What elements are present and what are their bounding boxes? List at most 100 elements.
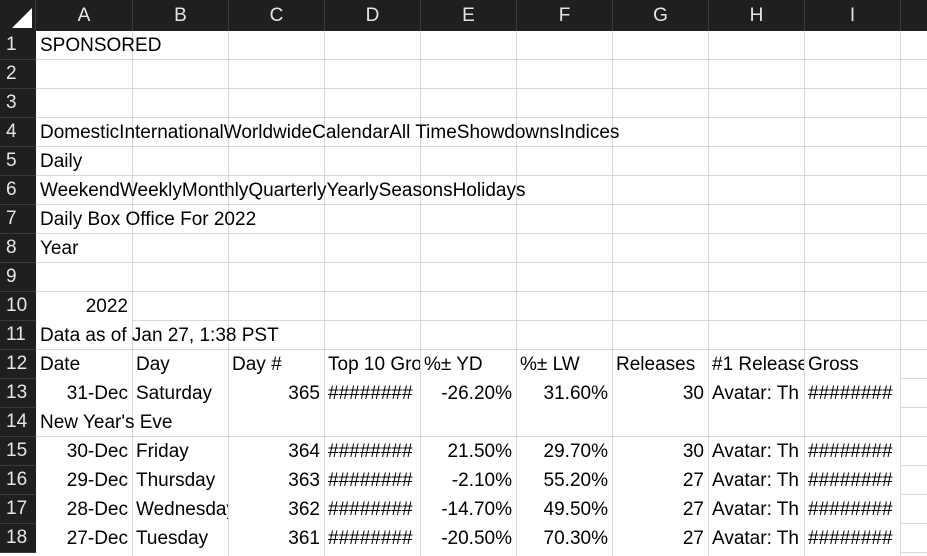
row-header-8[interactable]: 8 bbox=[0, 234, 36, 263]
cell-date[interactable]: 31-Dec bbox=[37, 379, 132, 408]
column-header-b[interactable]: B bbox=[133, 0, 229, 31]
cell-gross[interactable]: ######## bbox=[805, 437, 900, 466]
gridline bbox=[228, 31, 229, 556]
cell-number1-release[interactable]: Avatar: Th bbox=[709, 466, 804, 495]
gridline bbox=[36, 349, 927, 350]
row-header-7[interactable]: 7 bbox=[0, 205, 36, 234]
gridline bbox=[36, 88, 927, 89]
cell-pct-yd[interactable]: -20.50% bbox=[421, 524, 516, 553]
cell-pct-lw[interactable]: 55.20% bbox=[517, 466, 612, 495]
cell-pct-lw[interactable]: 49.50% bbox=[517, 495, 612, 524]
cell-number1-release[interactable]: Avatar: Th bbox=[709, 524, 804, 553]
cell-date[interactable]: 29-Dec bbox=[37, 466, 132, 495]
cell-pct-yd[interactable]: 21.50% bbox=[421, 437, 516, 466]
column-header-h[interactable]: H bbox=[709, 0, 805, 31]
header-pct-yd[interactable]: %± YD bbox=[421, 350, 516, 379]
cell-top10-gross[interactable]: ######## bbox=[325, 379, 420, 408]
cell-day-number[interactable]: 363 bbox=[229, 466, 324, 495]
column-header-g[interactable]: G bbox=[613, 0, 709, 31]
row-header-3[interactable]: 3 bbox=[0, 89, 36, 118]
cell-a14[interactable]: New Year's Eve bbox=[40, 412, 173, 433]
row-header-12[interactable]: 12 bbox=[0, 350, 36, 379]
row-header-5[interactable]: 5 bbox=[0, 147, 36, 176]
cell-pct-yd[interactable]: -26.20% bbox=[421, 379, 516, 408]
cell-pct-yd[interactable]: -2.10% bbox=[421, 466, 516, 495]
cell-top10-gross[interactable]: ######## bbox=[325, 495, 420, 524]
cell-date[interactable]: 27-Dec bbox=[37, 524, 132, 553]
cell-date[interactable]: 28-Dec bbox=[37, 495, 132, 524]
cell-a7[interactable]: Daily Box Office For 2022 bbox=[40, 209, 257, 230]
header-day-number[interactable]: Day # bbox=[229, 350, 324, 379]
column-header-a[interactable]: A bbox=[36, 0, 133, 31]
cell-day[interactable]: Thursday bbox=[133, 466, 228, 495]
row-header-14[interactable]: 14 bbox=[0, 408, 36, 437]
row-header-15[interactable]: 15 bbox=[0, 437, 36, 466]
row-header-6[interactable]: 6 bbox=[0, 176, 36, 205]
cell-releases[interactable]: 30 bbox=[613, 437, 708, 466]
cell-top10-gross[interactable]: ######## bbox=[325, 466, 420, 495]
cell-a6[interactable]: WeekendWeeklyMonthlyQuarterlyYearlySeaso… bbox=[40, 180, 526, 201]
header-releases[interactable]: Releases bbox=[613, 350, 708, 379]
cell-a4[interactable]: DomesticInternationalWorldwideCalendarAl… bbox=[40, 122, 620, 143]
column-header-d[interactable]: D bbox=[325, 0, 421, 31]
header-date[interactable]: Date bbox=[37, 350, 132, 379]
cell-pct-yd[interactable]: -14.70% bbox=[421, 495, 516, 524]
cell-number1-release[interactable]: Avatar: Th bbox=[709, 495, 804, 524]
cell-day[interactable]: Saturday bbox=[133, 379, 228, 408]
cell-day-number[interactable]: 364 bbox=[229, 437, 324, 466]
cell-pct-lw[interactable]: 31.60% bbox=[517, 379, 612, 408]
row-header-10[interactable]: 10 bbox=[0, 292, 36, 321]
row-header-4[interactable]: 4 bbox=[0, 118, 36, 147]
header-number1-release[interactable]: #1 Release bbox=[709, 350, 804, 379]
cell-day[interactable]: Friday bbox=[133, 437, 228, 466]
cell-gross[interactable]: ######## bbox=[805, 379, 900, 408]
cell-pct-lw[interactable]: 70.30% bbox=[517, 524, 612, 553]
cell-a5[interactable]: Daily bbox=[40, 151, 83, 172]
header-day[interactable]: Day bbox=[133, 350, 228, 379]
gridline bbox=[516, 31, 517, 556]
cell-gross[interactable]: ######## bbox=[805, 466, 900, 495]
row-header-2[interactable]: 2 bbox=[0, 60, 36, 89]
row-header-16[interactable]: 16 bbox=[0, 466, 36, 495]
cell-day-number[interactable]: 361 bbox=[229, 524, 324, 553]
column-header-e[interactable]: E bbox=[421, 0, 517, 31]
select-all-button[interactable] bbox=[0, 0, 36, 31]
cell-number1-release[interactable]: Avatar: Th bbox=[709, 437, 804, 466]
header-gross[interactable]: Gross bbox=[805, 350, 900, 379]
gridline bbox=[36, 436, 927, 437]
cell-a8[interactable]: Year bbox=[40, 238, 79, 259]
cell-day-number[interactable]: 362 bbox=[229, 495, 324, 524]
column-header-i[interactable]: I bbox=[805, 0, 901, 31]
gridline bbox=[804, 31, 805, 556]
cell-releases[interactable]: 27 bbox=[613, 524, 708, 553]
row-header-9[interactable]: 9 bbox=[0, 263, 36, 292]
cell-releases[interactable]: 27 bbox=[613, 466, 708, 495]
row-header-1[interactable]: 1 bbox=[0, 31, 36, 60]
column-header-bar bbox=[0, 0, 927, 31]
column-header-c[interactable]: C bbox=[229, 0, 325, 31]
cell-releases[interactable]: 27 bbox=[613, 495, 708, 524]
cell-top10-gross[interactable]: ######## bbox=[325, 437, 420, 466]
header-top10-gross[interactable]: Top 10 Gross bbox=[325, 350, 420, 379]
cell-a1[interactable]: SPONSORED bbox=[40, 35, 162, 56]
cell-number1-release[interactable]: Avatar: Th bbox=[709, 379, 804, 408]
row-header-18[interactable]: 18 bbox=[0, 524, 36, 553]
gridline bbox=[420, 31, 421, 556]
cell-a10[interactable]: 2022 bbox=[37, 292, 132, 321]
cell-gross[interactable]: ######## bbox=[805, 524, 900, 553]
header-pct-lw[interactable]: %± LW bbox=[517, 350, 612, 379]
cell-top10-gross[interactable]: ######## bbox=[325, 524, 420, 553]
cell-pct-lw[interactable]: 29.70% bbox=[517, 437, 612, 466]
row-header-17[interactable]: 17 bbox=[0, 495, 36, 524]
row-header-13[interactable]: 13 bbox=[0, 379, 36, 408]
column-header-f[interactable]: F bbox=[517, 0, 613, 31]
row-header-11[interactable]: 11 bbox=[0, 321, 36, 350]
cell-day-number[interactable]: 365 bbox=[229, 379, 324, 408]
cell-a11[interactable]: Data as of Jan 27, 1:38 PST bbox=[40, 325, 279, 346]
cell-releases[interactable]: 30 bbox=[613, 379, 708, 408]
cell-gross[interactable]: ######## bbox=[805, 495, 900, 524]
cell-day[interactable]: Wednesday bbox=[133, 495, 228, 524]
cell-date[interactable]: 30-Dec bbox=[37, 437, 132, 466]
cell-day[interactable]: Tuesday bbox=[133, 524, 228, 553]
